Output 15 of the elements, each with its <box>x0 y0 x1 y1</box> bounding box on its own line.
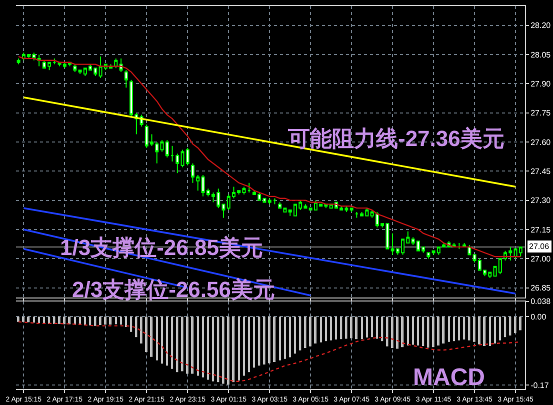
y-tick-label: 27.00 <box>530 254 552 264</box>
y-tick-label: 28.05 <box>530 50 552 60</box>
y-tick-label: 27.90 <box>530 80 552 89</box>
y-tick-label: 27.30 <box>530 196 552 206</box>
y-tick-label: 27.60 <box>530 138 552 147</box>
y-tick-label: 27.45 <box>530 166 552 176</box>
y-tick-label: 27.15 <box>530 225 552 234</box>
y-tick-label: 0.038 <box>530 297 552 306</box>
ref-line-label: 27.06 <box>529 242 550 251</box>
annotation: MACD <box>413 364 485 391</box>
y-tick-label: 0.00 <box>530 312 547 322</box>
y-tick-label: 28.20 <box>530 21 552 30</box>
y-tick-label: 27.75 <box>530 108 552 118</box>
y-tick-label: 26.85 <box>530 284 552 293</box>
y-tick-label: -0.17 <box>530 380 550 390</box>
